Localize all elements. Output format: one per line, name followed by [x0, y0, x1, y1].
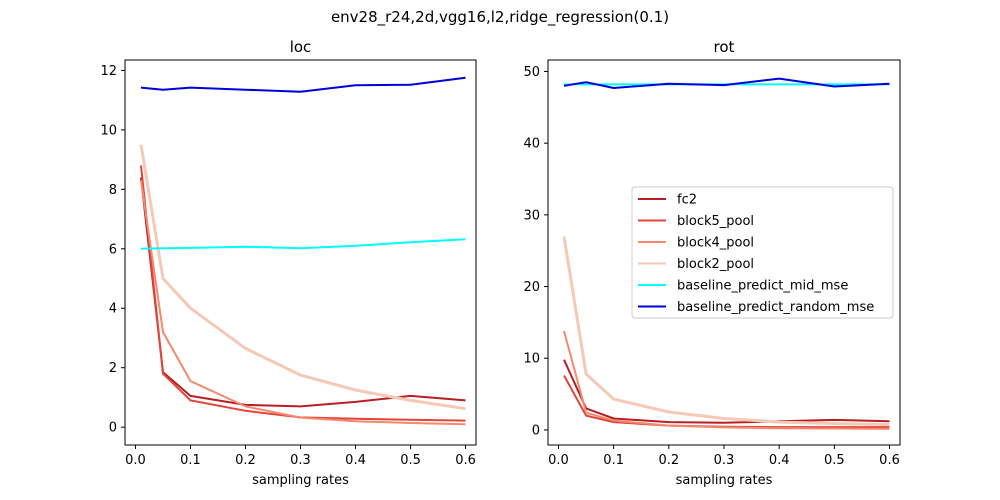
- figure-title: env28_r24,2d,vgg16,l2,ridge_regression(0…: [331, 8, 669, 27]
- y-tick-label: 0: [532, 423, 540, 438]
- subplots: loc 0.0 0.1 0.2 0.3 0.4 0.5 0.6 0 2 4 6 8 10 12 samplin…: [100, 38, 901, 488]
- y-tick-label: 10: [100, 123, 117, 138]
- x-tick-label: 0.4: [769, 453, 790, 468]
- series-line-baseline_predict_random_mse: [140, 76, 466, 93]
- x-tick-label: 0.1: [603, 453, 624, 468]
- series-line-block4_pool: [140, 180, 466, 426]
- series-line-fc2: [140, 177, 466, 408]
- subplot-title: loc: [290, 38, 312, 56]
- x-tick-label: 0.3: [290, 453, 311, 468]
- y-tick-label: 2: [109, 361, 117, 376]
- x-tick-label: 0.5: [400, 453, 421, 468]
- legend-label-block2_pool: block2_pool: [677, 257, 754, 272]
- legend-label-block5_pool: block5_pool: [677, 214, 754, 229]
- y-tick-label: 12: [100, 64, 117, 79]
- x-tick-label: 0.3: [714, 453, 735, 468]
- legend-label-fc2: fc2: [677, 193, 697, 208]
- series-lines: [139, 76, 466, 426]
- y-tick-label: 8: [109, 183, 117, 198]
- x-axis-label: sampling rates: [252, 473, 349, 488]
- x-tick-label: 0.2: [235, 453, 256, 468]
- x-tick-label: 0.4: [345, 453, 366, 468]
- y-tick-label: 4: [109, 302, 117, 317]
- series-line-block2_pool: [139, 144, 466, 411]
- subplot-title: rot: [714, 38, 735, 56]
- x-tick-label: 0.0: [125, 453, 146, 468]
- x-tick-label: 0.1: [180, 453, 201, 468]
- series-line-baseline_predict_random_mse: [563, 77, 890, 89]
- subplot-loc: loc 0.0 0.1 0.2 0.3 0.4 0.5 0.6 0 2 4 6 8 10 12 samplin…: [100, 38, 477, 488]
- x-axis-label: sampling rates: [676, 473, 773, 488]
- series-lines: [562, 77, 890, 430]
- legend-box: [631, 186, 894, 319]
- x-tick-label: 0.0: [548, 453, 569, 468]
- legend: fc2 block5_pool block4_pool block2_poolbase…: [631, 186, 894, 319]
- series-line-baseline_predict_mid_mse: [140, 238, 466, 250]
- y-tick-label: 0: [109, 421, 117, 436]
- y-tick-label: 10: [523, 352, 540, 367]
- y-tick-label: 20: [523, 280, 540, 295]
- x-tick-label: 0.6: [879, 453, 900, 468]
- series-line-block5_pool: [140, 165, 466, 422]
- y-tick-label: 6: [109, 242, 117, 257]
- legend-label-baseline_predict_random_mse: baseline_predict_random_mse: [677, 300, 874, 315]
- subplot-rot: rot 0.0 0.1 0.2 0.3 0.4 0.5 0.6 0 10 20 30 40 50 sampl…: [523, 38, 901, 488]
- y-tick-label: 40: [523, 137, 540, 152]
- x-tick-label: 0.2: [658, 453, 679, 468]
- x-tick-label: 0.5: [824, 453, 845, 468]
- legend-label-block4_pool: block4_pool: [677, 236, 754, 251]
- series-line-block2_pool: [562, 236, 890, 427]
- y-tick-label: 50: [523, 65, 540, 80]
- series-line-block4_pool: [563, 330, 890, 430]
- legend-label-baseline_predict_mid_mse: baseline_predict_mid_mse: [677, 279, 848, 294]
- x-tick-label: 0.6: [455, 453, 476, 468]
- y-tick-label: 30: [523, 208, 540, 223]
- series-line-fc2: [563, 359, 890, 424]
